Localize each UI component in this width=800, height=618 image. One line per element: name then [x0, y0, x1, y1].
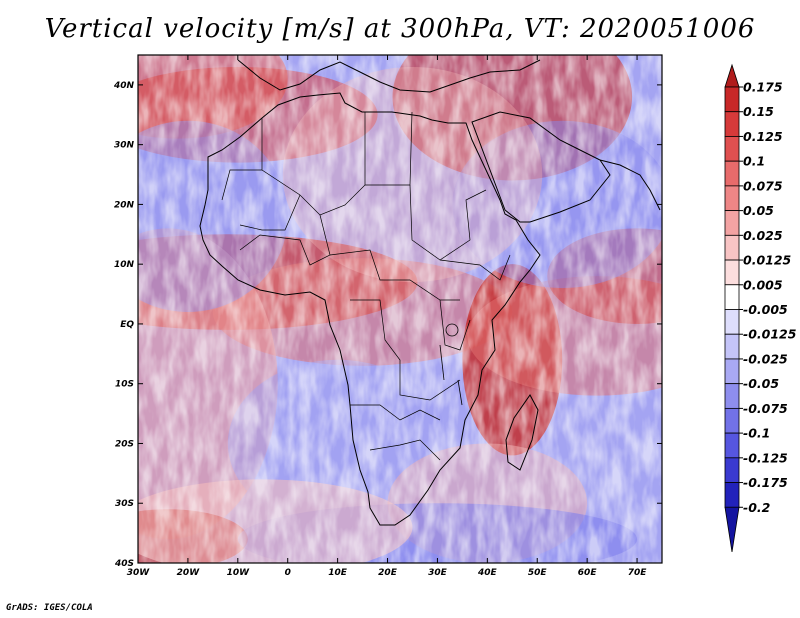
colorbar-label: -0.175: [743, 475, 788, 490]
coastlines: [199, 59, 661, 526]
colorbar-label: 0.005: [743, 277, 783, 292]
lon-tick-label: 50E: [528, 568, 548, 578]
border: [350, 404, 441, 421]
colorbar-label: 0.025: [743, 228, 783, 243]
colorbar-label: -0.075: [743, 401, 788, 416]
axis-ticks: [137, 55, 662, 564]
colorbar-label: 0.15: [743, 104, 774, 119]
lon-tick-label: 10W: [227, 568, 251, 578]
lakes: [439, 323, 463, 406]
lon-tick-label: 40E: [477, 568, 498, 578]
border: [239, 194, 301, 231]
lat-tick-label: 40N: [113, 81, 135, 91]
map-title: Vertical velocity [m/s] at 300hPa, VT: 2…: [44, 14, 756, 44]
border: [369, 439, 441, 461]
colorbar-segment: [724, 383, 740, 409]
colorbar-segment: [724, 432, 740, 459]
colorbar-label: -0.05: [743, 376, 779, 391]
lat-tick-label: 30S: [115, 499, 134, 509]
colorbar-segment: [724, 358, 740, 385]
colorbar-label: 0.075: [743, 178, 783, 193]
colorbar-segment: [724, 111, 740, 137]
lon-tick-label: 60E: [578, 568, 598, 578]
lat-tick-label: 30N: [114, 141, 135, 151]
colorbar-label: 0.1: [743, 154, 765, 169]
colorbar-segment: [724, 210, 740, 236]
colorbar-label: 0.125: [743, 129, 783, 144]
border: [329, 249, 460, 301]
latitude-labels: 40N 30N 20N 10N EQ 10S 20S 30S 40S: [113, 81, 135, 569]
colorbar-label: -0.0125: [743, 327, 797, 342]
lat-tick-label: EQ: [120, 320, 134, 330]
colorbar-segment: [724, 185, 740, 212]
lon-tick-label: 70E: [628, 568, 648, 578]
colorbar-label: -0.2: [743, 500, 770, 515]
longitude-labels: 30W 20W 10W 0 10E 20E 30E 40E 50E 60E 70E: [127, 568, 647, 578]
colorbar-segment: [724, 86, 740, 113]
software-credit: GrADS: IGES/COLA: [6, 603, 93, 613]
madagascar-coastline: [505, 394, 539, 471]
border: [439, 254, 511, 281]
lat-tick-label: 10S: [115, 380, 134, 390]
lon-tick-label: 20E: [378, 568, 398, 578]
asia-coastline: [599, 159, 661, 211]
map-area: [138, 55, 662, 563]
colorbar-labels: 0.175 0.15 0.125 0.1 0.075 0.05 0.025 0.0125 0.0…: [739, 80, 797, 515]
colorbar-segment: [724, 333, 740, 360]
map-frame: [137, 54, 663, 564]
lon-tick-label: 0: [285, 568, 291, 578]
lon-tick-label: 30W: [127, 568, 151, 578]
field-texture: [138, 55, 662, 563]
africa-coastline: [199, 92, 541, 526]
lake-malawi: [457, 379, 463, 406]
mediterranean-north-coast: [237, 59, 541, 93]
colorbar-segment: [724, 407, 740, 434]
country-borders: [221, 111, 511, 461]
colorbar-label: 0.05: [743, 203, 774, 218]
colorbar-segment: [724, 457, 740, 483]
colorbar-label: -0.1: [743, 426, 770, 441]
lake-victoria: [445, 323, 459, 337]
lat-tick-label: 20N: [114, 200, 135, 210]
colorbar-label: -0.125: [743, 450, 788, 465]
lat-tick-label: 40S: [114, 559, 134, 569]
lat-tick-label: 20S: [115, 439, 134, 449]
colorbar-segment: [724, 259, 740, 286]
colorbar-segment: [724, 284, 740, 310]
colorbar-label: -0.005: [743, 302, 788, 317]
colorbar-segment: [724, 234, 740, 261]
colorbar-segment: [724, 160, 740, 187]
colorbar-label: -0.025: [743, 351, 788, 366]
colorbar-label: 0.175: [743, 80, 783, 95]
border: [350, 299, 461, 401]
colorbar-segment: [724, 482, 740, 508]
arabia-coastline: [471, 111, 611, 223]
lat-tick-label: 10N: [114, 260, 135, 270]
lon-tick-label: 20W: [177, 568, 201, 578]
border: [439, 299, 471, 351]
lon-tick-label: 30E: [428, 568, 448, 578]
border: [409, 184, 487, 261]
lake-tanganyika: [439, 344, 445, 381]
colorbar-max-arrow: [724, 63, 740, 88]
border: [239, 214, 331, 266]
colorbar: [724, 63, 740, 553]
colorbar-segment: [724, 136, 740, 162]
colorbar-min-arrow: [724, 506, 740, 553]
lon-tick-label: 10E: [328, 568, 348, 578]
colorbar-label: 0.0125: [743, 253, 792, 268]
border: [261, 112, 366, 216]
border: [221, 118, 263, 201]
colorbar-segment: [724, 309, 740, 335]
